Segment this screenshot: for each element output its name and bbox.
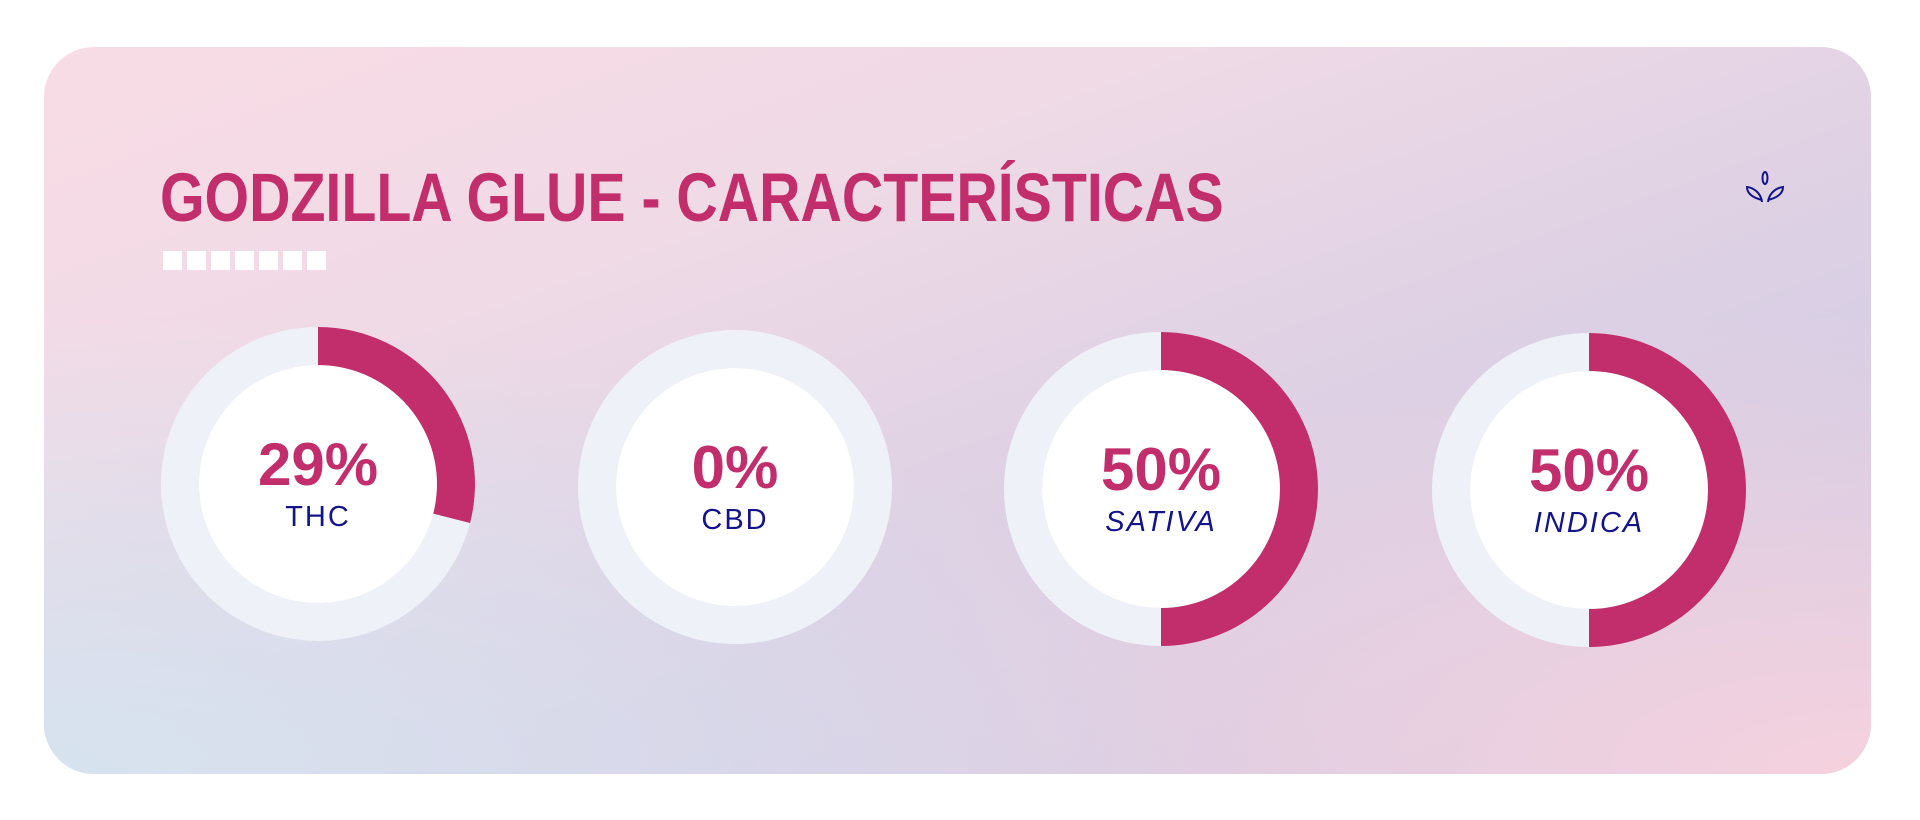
donut-value-arc (1589, 333, 1746, 647)
donut-value-arc (1161, 332, 1318, 646)
metric-label: INDICA (1533, 507, 1645, 539)
metric-percent: 29% (257, 431, 379, 498)
donut-hole (199, 365, 437, 603)
metric-percent: 50% (1100, 436, 1222, 503)
metric-label: CBD (701, 504, 769, 536)
donut-thc: 29% THC (158, 324, 478, 644)
donut-hole (616, 368, 854, 606)
metric-label: THC (285, 501, 351, 533)
donut-sativa: 50% SATIVA (1001, 329, 1321, 649)
metric-label: SATIVA (1105, 506, 1217, 538)
page-title: GODZILLA GLUE - CARACTERÍSTICAS (160, 159, 1224, 236)
donut-indica: 50% INDICA (1429, 330, 1749, 650)
decorative-squares (163, 251, 326, 270)
donut-hole (1042, 370, 1280, 608)
metric-percent: 0% (691, 434, 779, 501)
donut-value-arc (318, 327, 475, 524)
donut-hole (1470, 371, 1708, 609)
donut-track (578, 330, 892, 644)
sprout-leaves-icon (1745, 171, 1785, 203)
metric-percent: 50% (1528, 437, 1650, 504)
donut-cbd: 0% CBD (575, 327, 895, 647)
